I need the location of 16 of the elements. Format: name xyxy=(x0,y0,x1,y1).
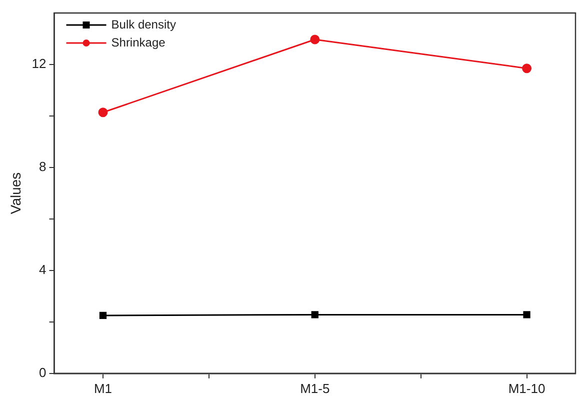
y-tick-label: 4 xyxy=(39,262,46,278)
point xyxy=(99,312,107,320)
point xyxy=(311,311,318,318)
point xyxy=(522,64,532,74)
point xyxy=(310,34,320,44)
y-tick-label: 0 xyxy=(39,364,46,380)
x-tick-label: M1 xyxy=(94,380,112,396)
y-axis-title: Values xyxy=(7,172,24,214)
point xyxy=(98,108,108,118)
x-tick-label: M1-10 xyxy=(508,380,546,396)
point xyxy=(523,311,530,318)
legend-label: Bulk density xyxy=(111,17,176,32)
legend-label: Shrinkage xyxy=(111,35,166,50)
y-tick-label: 8 xyxy=(39,159,46,174)
x-tick-label: M1-5 xyxy=(300,380,330,396)
y-tick-label: 12 xyxy=(32,56,46,72)
